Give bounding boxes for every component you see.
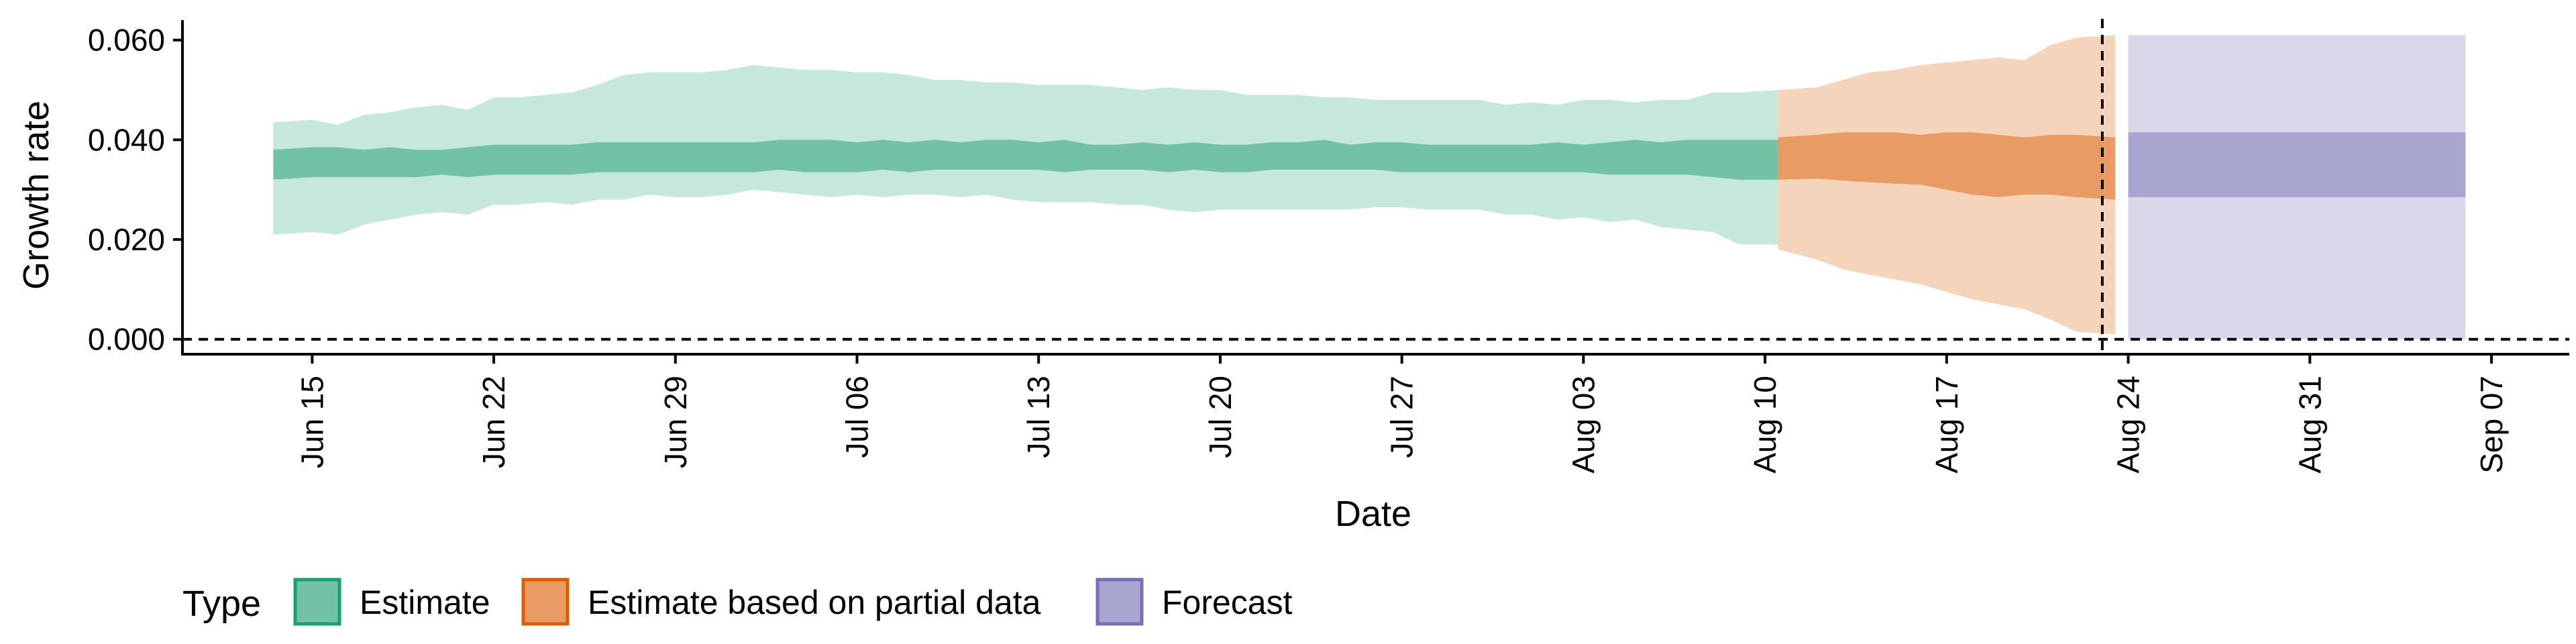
legend: Type Estimate Estimate based on partial d…	[182, 578, 1293, 626]
x-tick-label: Jun 15	[294, 376, 329, 468]
legend-label: Forecast	[1162, 584, 1293, 621]
y-axis-title: Growth rate	[16, 101, 56, 290]
x-tick-label: Jun 29	[658, 376, 693, 468]
legend-title: Type	[182, 584, 261, 624]
x-tick-label: Jun 22	[476, 376, 511, 468]
x-tick-label: Jul 20	[1203, 376, 1238, 458]
legend-swatch	[521, 578, 570, 626]
reference-lines	[182, 19, 2569, 354]
legend-swatch	[293, 578, 341, 626]
legend-label: Estimate	[360, 584, 490, 621]
plot-area	[273, 35, 2466, 339]
x-tick-label: Aug 24	[2111, 376, 2146, 474]
y-tick-label: 0.040	[88, 122, 165, 157]
partial-estimate-inner-band	[1778, 132, 2116, 200]
x-tick-label: Jul 27	[1385, 376, 1419, 458]
legend-swatch	[1095, 578, 1144, 626]
x-tick-label: Jul 06	[840, 376, 875, 458]
x-tick-label: Sep 07	[2474, 376, 2509, 474]
y-tick-label: 0.020	[88, 222, 165, 257]
y-axis-ticks: 0.000 0.020 0.040 0.060	[88, 23, 182, 357]
x-axis-title: Date	[1335, 494, 1411, 534]
x-tick-label: Aug 10	[1748, 376, 1782, 474]
legend-label: Estimate based on partial data	[588, 584, 1041, 621]
x-tick-label: Aug 17	[1929, 376, 1964, 474]
x-axis-ticks: Jun 15 Jun 22 Jun 29 Jul 06 Jul 13 Jul 20 Jul …	[294, 354, 2509, 474]
x-tick-label: Jul 13	[1021, 376, 1056, 458]
x-tick-label: Aug 03	[1566, 376, 1601, 474]
x-tick-label: Aug 31	[2292, 376, 2327, 474]
y-tick-label: 0.060	[88, 23, 165, 58]
estimate-inner-band	[273, 140, 1778, 180]
y-tick-label: 0.000	[88, 322, 165, 357]
forecast-inner-band	[2128, 132, 2466, 197]
